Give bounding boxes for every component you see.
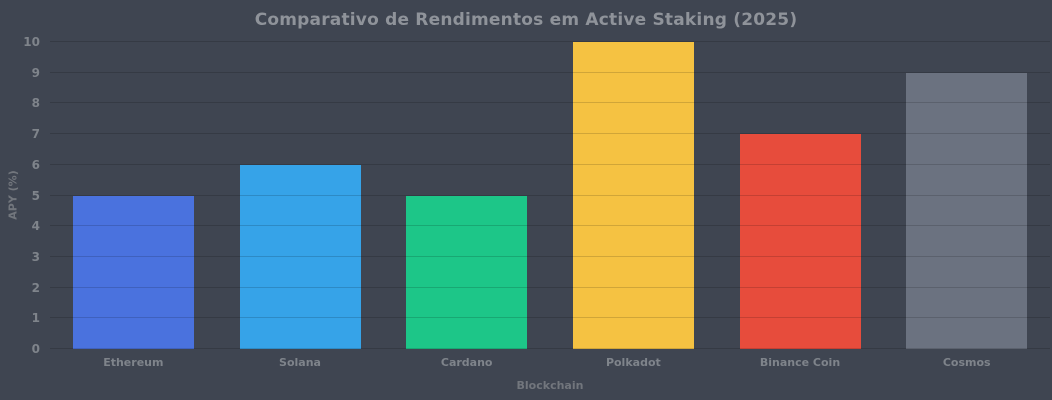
- x-tick-label-polkadot: Polkadot: [605, 356, 661, 369]
- x-tick-label-cardano: Cardano: [440, 356, 493, 369]
- y-tick-label-0: 0: [31, 342, 40, 356]
- plot-area: [50, 41, 1050, 349]
- x-tick-label-ethereum: Ethereum: [103, 356, 164, 369]
- y-tick-label-2: 2: [31, 280, 40, 295]
- y-tick-label-9: 9: [31, 65, 40, 80]
- bars-container: [50, 42, 1050, 349]
- y-axis-ticks: 0 1 2 3 4 5 6 7 8 9 10: [0, 35, 40, 356]
- y-tick-label-10: 10: [23, 35, 40, 49]
- bar-slot-cardano: [383, 42, 550, 349]
- y-tick-label-6: 6: [31, 157, 40, 172]
- x-axis-ticks: Ethereum Solana Cardano Polkadot Binance Coi…: [50, 356, 1050, 369]
- y-tick-label-1: 1: [31, 311, 40, 326]
- x-tick-slot: Cosmos: [883, 356, 1050, 369]
- bar-slot-polkadot: [550, 42, 717, 349]
- bar-slot-cosmos: [883, 42, 1050, 349]
- bar-solana: [239, 164, 361, 349]
- x-tick-label-cosmos: Cosmos: [942, 356, 991, 369]
- x-tick-label-solana: Solana: [279, 356, 321, 369]
- x-tick-slot: Cardano: [383, 356, 550, 369]
- bar-binance-coin: [739, 134, 861, 349]
- bar-cardano: [406, 195, 528, 349]
- bar-slot-binance-coin: [717, 42, 884, 349]
- y-tick-label-7: 7: [31, 127, 40, 142]
- x-tick-slot: Solana: [217, 356, 384, 369]
- y-tick-label-8: 8: [31, 96, 40, 111]
- y-tick-label-4: 4: [31, 219, 40, 234]
- chart-title: Comparativo de Rendimentos em Active Sta…: [254, 10, 798, 30]
- bar-cosmos: [906, 72, 1028, 349]
- x-tick-label-binance-coin: Binance Coin: [759, 356, 841, 369]
- x-tick-slot: Binance Coin: [717, 356, 884, 369]
- bar-slot-ethereum: [50, 42, 217, 349]
- bar-slot-solana: [217, 42, 384, 349]
- x-axis-label: Blockchain: [516, 379, 584, 392]
- y-tick-label-5: 5: [31, 188, 40, 203]
- bar-ethereum: [72, 195, 194, 349]
- x-tick-slot: Ethereum: [50, 356, 217, 369]
- x-tick-slot: Polkadot: [550, 356, 717, 369]
- bar-polkadot: [572, 42, 694, 349]
- y-tick-label-3: 3: [31, 249, 40, 264]
